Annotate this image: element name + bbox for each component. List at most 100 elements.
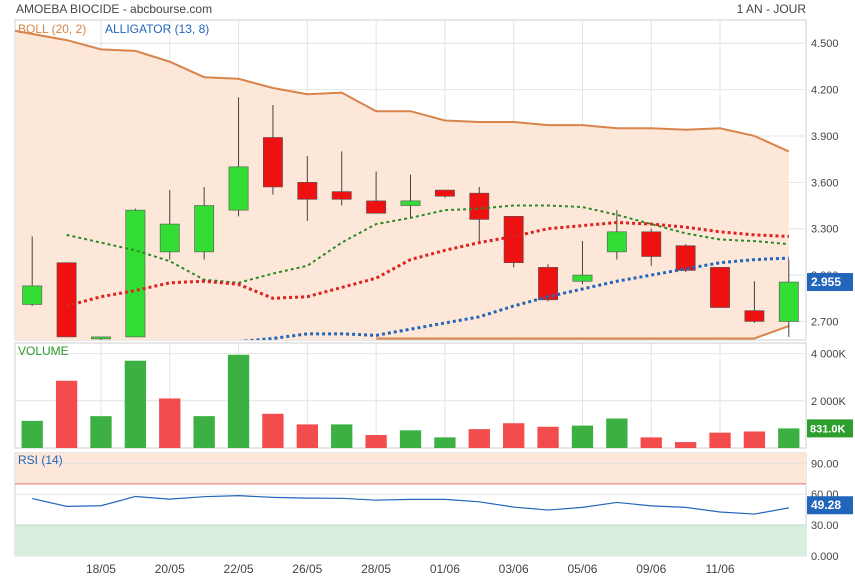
volume-bar [571,425,594,448]
volume-bar [124,360,147,448]
candle-body [263,137,283,188]
volume-bar [159,398,181,448]
x-tick-label: 20/05 [155,562,185,576]
candle [91,336,111,340]
period-label: 1 AN - JOUR [737,2,807,16]
candle [469,186,490,242]
candle [125,208,146,338]
candle-body [641,231,662,257]
candle [366,171,387,214]
price-tick-label: 4.500 [811,38,839,50]
volume-tick-label: 4 000K [811,349,847,361]
bollinger-lower-line [376,325,790,340]
candle [263,105,283,195]
candle [297,156,318,221]
candle-body [228,166,249,211]
candle [538,264,558,302]
candle [400,174,421,218]
volume-bar [365,435,387,448]
price-tick-label: 3.300 [811,224,839,236]
candle-body [538,267,558,301]
x-tick-label: 28/05 [361,562,391,576]
volume-bar [709,432,731,448]
price-tick-label: 3.900 [811,131,839,143]
rsi-tick-label: 0.000 [811,551,839,563]
candle-body [434,189,455,197]
x-tick-label: 03/06 [499,562,529,576]
volume-bar [503,423,525,448]
candle [503,216,524,268]
price-tick-label: 4.200 [811,85,839,97]
candle [22,236,43,306]
candle-body [125,209,146,338]
candle-body [675,245,696,271]
candle [194,186,215,260]
candle [159,190,180,260]
price-last-value: 2.955 [811,275,841,289]
candle [606,210,627,260]
volume-bar [434,437,456,448]
volume-bar [90,416,112,448]
x-tick-label: 22/05 [224,562,254,576]
candle-body [572,274,593,282]
x-tick-label: 11/06 [705,562,734,576]
volume-bar [778,428,800,448]
volume-bar [606,418,628,448]
volume-bar [468,429,490,448]
candle-body [710,267,730,308]
volume-bar [262,413,284,448]
boll-legend: BOLL (20, 2) [18,22,86,36]
volume-bar [227,354,250,448]
rsi-overbought-zone [15,453,806,484]
candle [228,97,249,217]
candle-body [56,262,77,338]
x-tick-label: 01/06 [430,562,460,576]
volume-legend: VOLUME [18,344,69,358]
alligator-jaw-line [238,256,789,340]
rsi-tick-label: 90.00 [811,458,839,470]
volume-bar [296,424,318,448]
candle-body [366,200,387,214]
x-tick-label: 05/06 [567,562,597,576]
rsi-line [32,495,789,515]
bollinger-upper-line [15,29,790,153]
candle [778,259,799,337]
alligator-teeth-line [66,221,789,308]
volume-bar [399,430,422,448]
volume-bar [55,380,78,448]
price-tick-label: 3.600 [811,177,839,189]
candle-body [606,231,627,253]
volume-tick-label: 2 000K [811,396,847,408]
volume-bar [674,442,697,448]
alligator-legend: ALLIGATOR (13, 8) [105,22,209,36]
candle-body [194,205,215,253]
candle [641,228,662,266]
volume-bar [331,424,353,448]
candle [572,241,593,285]
rsi-oversold-zone [15,525,806,556]
rsi-last-value-tag [807,496,853,515]
x-tick-label: 18/05 [86,562,116,576]
candle-body [91,336,111,340]
volume-bar [21,420,43,448]
volume-bar [193,416,215,448]
candle [434,189,455,198]
chart-title: AMOEBA BIOCIDE - abcbourse.com [16,2,212,16]
volume-bar [743,431,766,448]
candle [56,262,77,338]
price-tick-label: 2.700 [811,316,839,328]
candle [710,267,730,308]
rsi-legend: RSI (14) [18,453,63,467]
candle-body [159,223,180,253]
candle-body [778,281,799,322]
price-plot-area [15,29,799,340]
rsi-last-value: 49.28 [811,498,841,512]
x-tick-label: 26/05 [292,562,322,576]
rsi-tick-label: 30.00 [811,520,839,532]
candle [744,281,765,323]
candle-body [400,200,421,206]
candle-body [331,191,352,200]
candle-body [297,182,318,200]
